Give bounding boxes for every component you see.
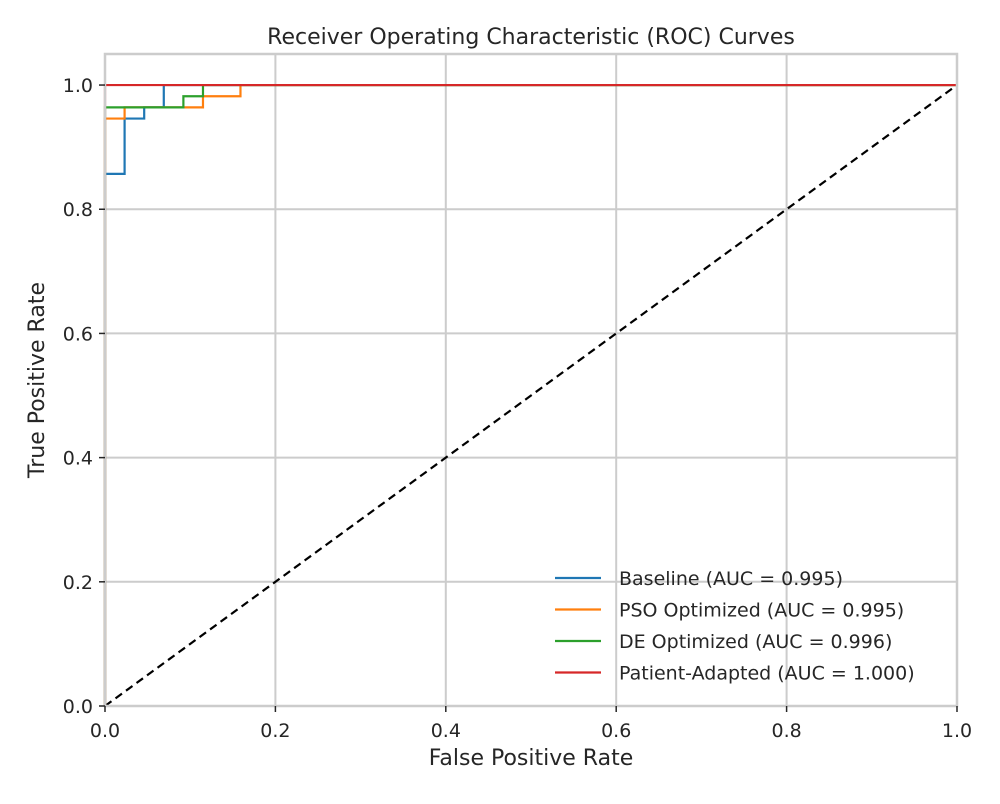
y-axis-label: True Positive Rate xyxy=(25,282,50,479)
y-tick-label-3: 0.6 xyxy=(63,323,93,345)
x-tick-label-3: 0.6 xyxy=(601,720,631,742)
x-tick-label-5: 1.0 xyxy=(942,720,972,742)
x-tick-label-4: 0.8 xyxy=(771,720,801,742)
x-tick-label-2: 0.4 xyxy=(431,720,461,742)
legend-label-2: DE Optimized (AUC = 0.996) xyxy=(619,631,892,653)
x-tick-label-1: 0.2 xyxy=(260,720,290,742)
legend-label-1: PSO Optimized (AUC = 0.995) xyxy=(619,600,904,622)
y-tick-label-4: 0.8 xyxy=(63,199,93,221)
y-tick-label-5: 1.0 xyxy=(63,75,93,97)
series-line-0 xyxy=(103,83,957,706)
y-tick-label-2: 0.4 xyxy=(63,448,93,470)
axes-frame xyxy=(103,52,959,708)
x-tick-label-0: 0.0 xyxy=(90,720,120,742)
chance-reference-line xyxy=(104,84,958,707)
y-tick-label-1: 0.2 xyxy=(63,572,93,594)
legend-label-0: Baseline (AUC = 0.995) xyxy=(619,568,843,590)
legend-label-3: Patient-Adapted (AUC = 1.000) xyxy=(619,663,915,685)
legend: Baseline (AUC = 0.995) PSO Optimized (AUC… xyxy=(555,568,915,685)
y-tick-label-0: 0.0 xyxy=(63,696,93,718)
chart-title: Receiver Operating Characteristic (ROC) … xyxy=(267,25,795,50)
x-axis-label: False Positive Rate xyxy=(429,746,633,771)
tick-layer: 0.0 0.2 0.4 0.6 0.8 1.0 0.0 0.2 0.4 0.6 0.8 1.0 xyxy=(63,75,972,742)
series-line-1 xyxy=(103,83,957,706)
plot-frame xyxy=(103,52,959,708)
